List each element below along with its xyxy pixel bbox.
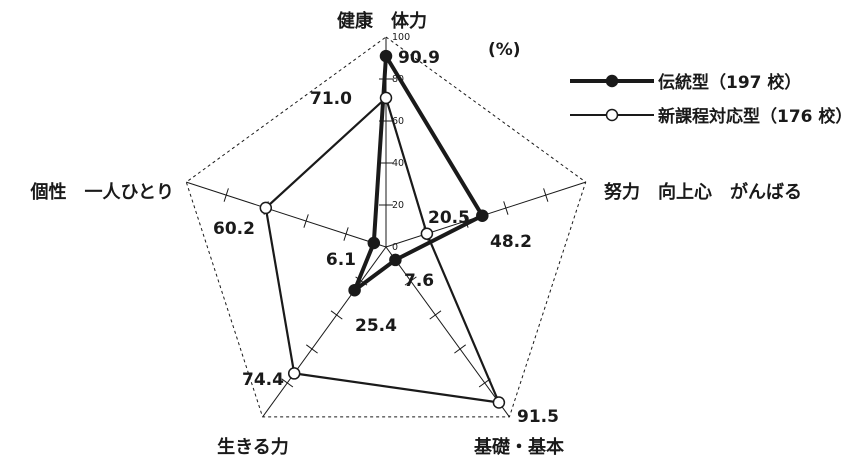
axis-tick-3-60 [306, 344, 318, 354]
unit-label: (%) [488, 40, 521, 60]
axis-tick-1-60 [503, 201, 509, 215]
legend-label-traditional: 伝統型（197 校） [658, 73, 802, 93]
axis-tick-3-80 [281, 378, 294, 388]
data-label-series-1-0: 71.0 [310, 89, 352, 109]
axis-tick-4-40 [303, 214, 309, 228]
data-label-series-1-4: 60.2 [213, 219, 255, 239]
axis-tick-2-20 [404, 276, 417, 286]
series-0-marker-0 [379, 49, 393, 63]
axis-tick-3-40 [330, 310, 343, 320]
axis-line-3 [262, 246, 387, 418]
legend-label-new-curriculum: 新課程対応型（176 校） [658, 107, 853, 127]
axis-line-2 [385, 246, 510, 418]
legend-swatch-open [570, 108, 654, 122]
axis-tick-4-80 [223, 188, 229, 202]
series-0-marker-3 [348, 283, 361, 297]
series-1-marker-1 [420, 227, 434, 240]
legend-item-new-curriculum: 新課程対応型（176 校） [566, 100, 866, 134]
legend: 伝統型（197 校） 新課程対応型（176 校） [566, 66, 866, 134]
axis-tick-1-80 [543, 188, 549, 202]
series-1-marker-3 [287, 367, 301, 380]
grid-outer-pentagon [185, 36, 587, 418]
axis-tick-2-60 [454, 344, 466, 354]
scale-tick-label: 20 [392, 200, 404, 211]
axis-label-0: 健康 体力 [337, 10, 427, 32]
data-label-series-1-2: 91.5 [517, 407, 559, 427]
data-label-series-0-2: 7.6 [404, 271, 434, 291]
series-line-0 [350, 49, 486, 297]
axis-tick-2-40 [429, 310, 442, 320]
scale-tick-label: 60 [392, 116, 404, 127]
legend-swatch-filled [570, 74, 654, 88]
series-0-marker-4 [367, 236, 381, 250]
axis-tick-4-20 [343, 227, 349, 241]
series-0-marker-1 [476, 209, 489, 222]
axis-line-4 [186, 181, 387, 248]
scale-tick-label: 100 [392, 32, 410, 43]
scale-tick-label: 0 [392, 242, 398, 253]
series-1-marker-2 [492, 396, 506, 409]
data-label-series-0-3: 25.4 [355, 316, 397, 336]
scale-tick-label: 40 [392, 158, 404, 169]
series-0-marker-2 [389, 253, 402, 267]
axis-label-2: 基礎・基本 [473, 436, 564, 458]
data-label-series-0-0: 90.9 [398, 48, 440, 68]
legend-item-traditional: 伝統型（197 校） [566, 66, 866, 100]
axis-label-3: 生きる力 [217, 436, 289, 458]
series-line-1 [264, 95, 501, 404]
axis-label-4: 個性 一人ひとり [30, 181, 174, 203]
data-label-series-1-1: 20.5 [428, 208, 470, 228]
axis-label-1: 努力 向上心 がんばる [604, 181, 802, 203]
data-label-series-0-4: 6.1 [326, 250, 356, 270]
series-1-marker-0 [379, 91, 393, 105]
series-1-marker-4 [259, 201, 273, 215]
data-label-series-0-1: 48.2 [490, 232, 532, 252]
data-label-series-1-3: 74.4 [242, 370, 284, 390]
